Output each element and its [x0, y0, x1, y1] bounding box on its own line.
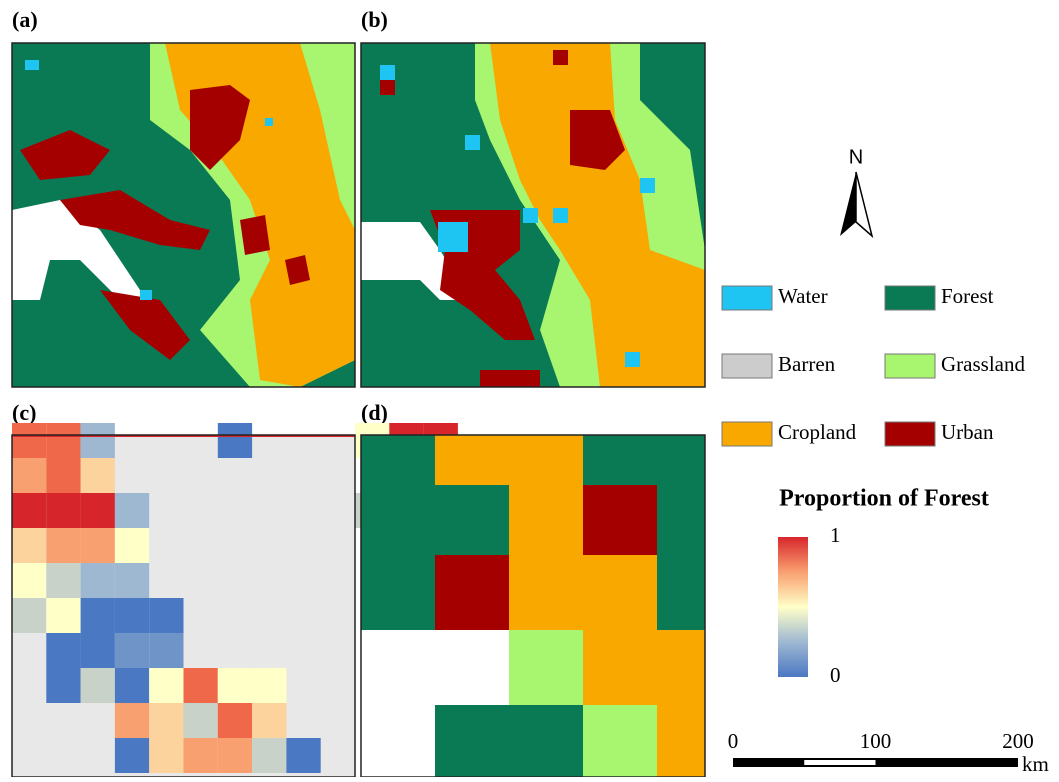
- cell: [12, 493, 46, 528]
- cell: [149, 668, 183, 703]
- cell: [149, 738, 183, 773]
- cell: [12, 458, 46, 493]
- north-label: N: [849, 146, 863, 168]
- cell: [149, 633, 183, 668]
- cell: [115, 703, 149, 738]
- cell: [81, 598, 115, 633]
- colorbar-label: 0: [830, 663, 841, 687]
- cell: [46, 563, 80, 598]
- colorbar-title: Proportion of Forest: [779, 486, 989, 512]
- cell: [46, 528, 80, 563]
- cell: [12, 528, 46, 563]
- north-arrow: [856, 172, 872, 236]
- legend-label: Forest: [941, 284, 994, 308]
- legend-swatch: [885, 422, 935, 446]
- cell: [46, 493, 80, 528]
- legend-label: Cropland: [778, 420, 857, 444]
- colorbar-label: 1: [830, 523, 841, 547]
- scale-label: 0: [728, 729, 739, 753]
- legend-label: Grassland: [941, 352, 1025, 376]
- cell: [81, 528, 115, 563]
- panel-label: (d): [361, 400, 388, 425]
- cell: [12, 563, 46, 598]
- cell: [115, 493, 149, 528]
- cell: [149, 703, 183, 738]
- panel-label: (b): [361, 7, 388, 32]
- cell: [81, 458, 115, 493]
- panel-label: (a): [12, 7, 38, 32]
- cell: [115, 563, 149, 598]
- cell: [81, 633, 115, 668]
- cell: [46, 668, 80, 703]
- legend-swatch: [885, 286, 935, 310]
- map-b: [361, 43, 705, 387]
- scale-unit: km: [1022, 752, 1049, 776]
- scale-label: 200: [1002, 729, 1034, 753]
- map-d: [361, 435, 705, 777]
- cell: [286, 738, 320, 773]
- cell: [115, 738, 149, 773]
- legend-label: Urban: [941, 420, 994, 444]
- map-a: [12, 43, 355, 387]
- cell: [12, 423, 46, 458]
- legend-swatch: [722, 422, 772, 446]
- cell: [252, 668, 286, 703]
- cell: [115, 633, 149, 668]
- legend-swatch: [885, 354, 935, 378]
- cell: [184, 703, 218, 738]
- legend-label: Water: [778, 284, 828, 308]
- cell: [12, 598, 46, 633]
- cell: [46, 633, 80, 668]
- legend-swatch: [722, 354, 772, 378]
- north-arrow: [840, 172, 856, 236]
- cell: [81, 493, 115, 528]
- cell: [149, 598, 183, 633]
- scale-label: 100: [860, 729, 892, 753]
- cell: [46, 458, 80, 493]
- cell: [252, 703, 286, 738]
- colorbar: [778, 537, 808, 677]
- cell: [81, 668, 115, 703]
- cell: [81, 423, 115, 458]
- cell: [115, 598, 149, 633]
- cell: [46, 598, 80, 633]
- cell: [184, 668, 218, 703]
- cell: [184, 738, 218, 773]
- cell: [81, 563, 115, 598]
- legend: Water Forest Barren Grassland Cropland Urban: [722, 284, 1025, 446]
- cell: [218, 738, 252, 773]
- legend-swatch: [722, 286, 772, 310]
- cell: [218, 423, 252, 458]
- scale-segment: [804, 760, 875, 765]
- page: {"panels": {"a": "(a)", "b": "(b)", "c":…: [0, 0, 1059, 777]
- cell: [115, 528, 149, 563]
- legend-label: Barren: [778, 352, 836, 376]
- figure: (a) (b) (c) (d): [0, 0, 1059, 777]
- cell: [115, 668, 149, 703]
- cell: [218, 703, 252, 738]
- cell: [252, 738, 286, 773]
- cell: [218, 668, 252, 703]
- panel-label: (c): [12, 400, 36, 425]
- cell: [46, 423, 80, 458]
